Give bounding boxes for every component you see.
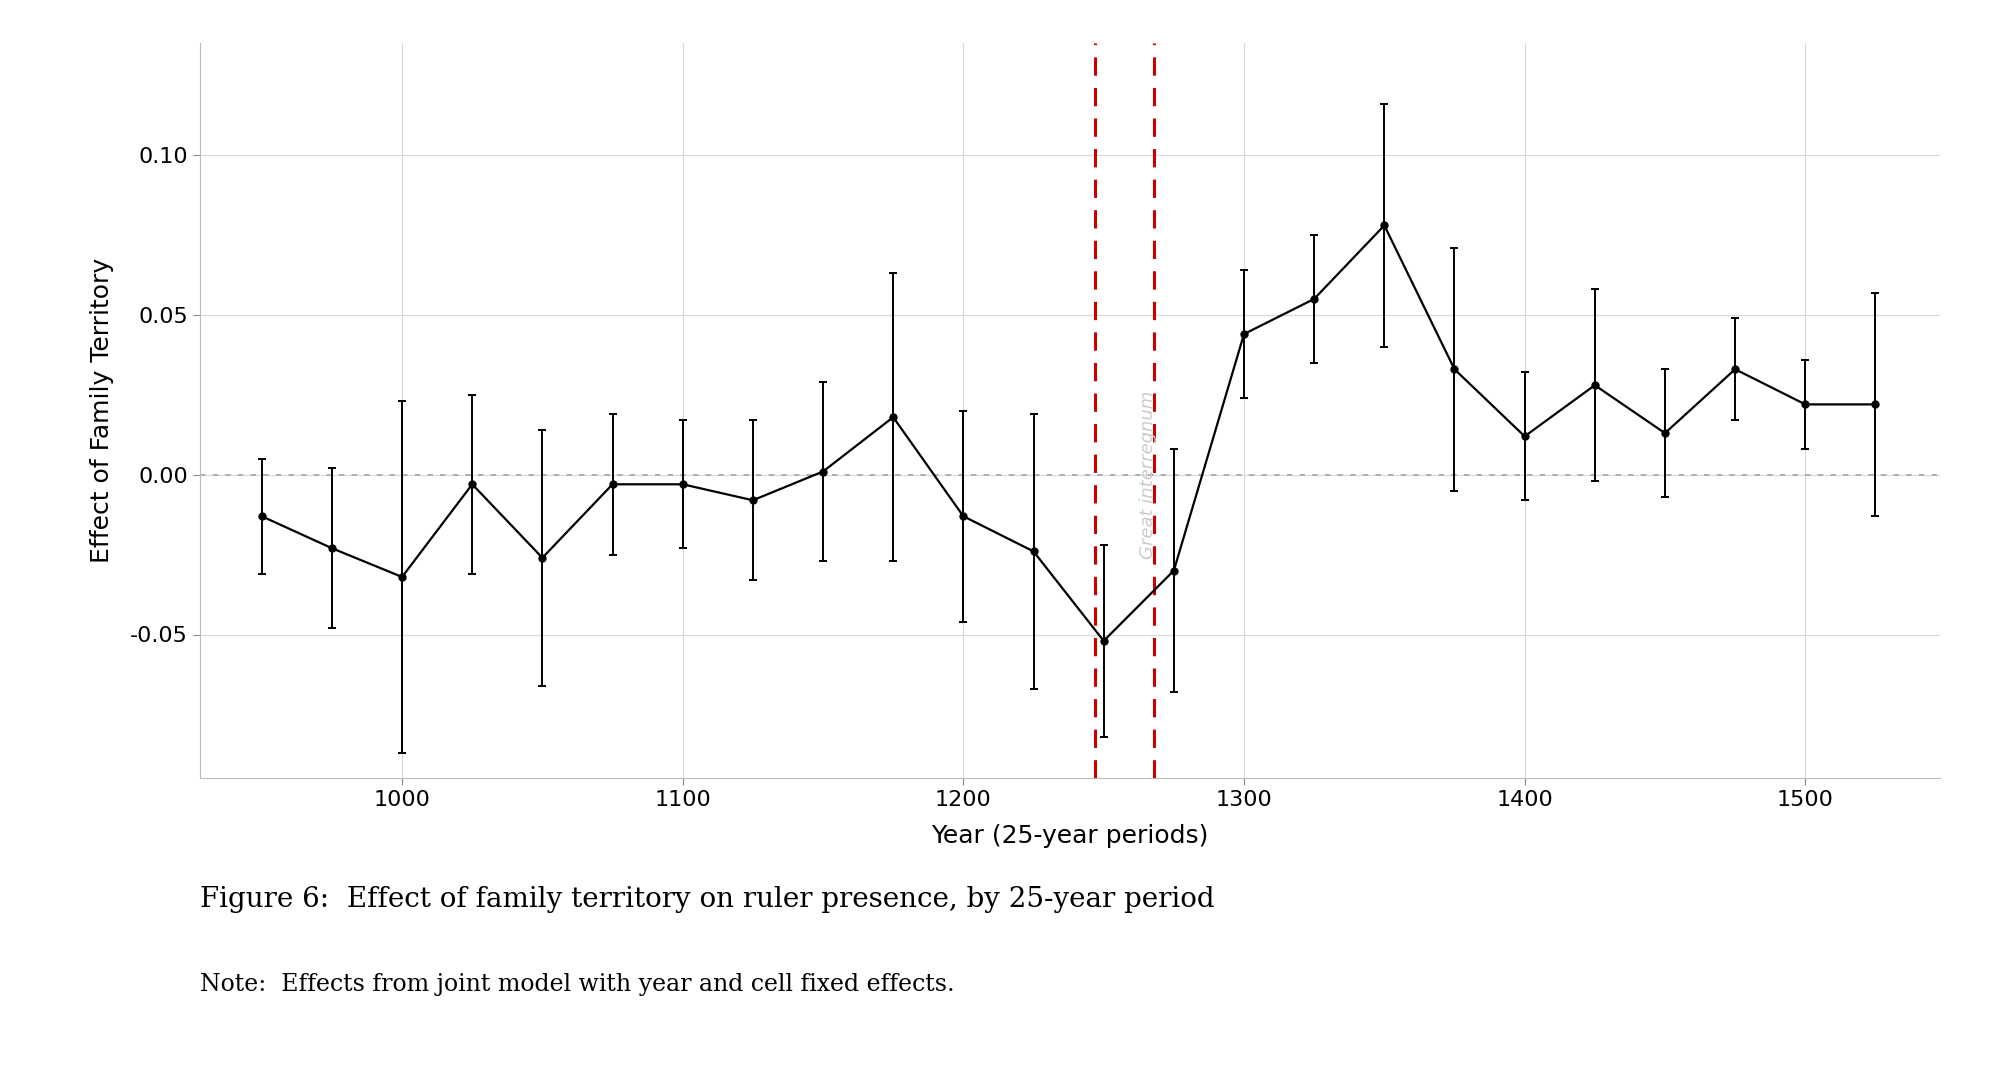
X-axis label: Year (25-year periods): Year (25-year periods)	[932, 824, 1208, 848]
Y-axis label: Effect of Family Territory: Effect of Family Territory	[90, 258, 114, 563]
Text: Figure 6:  Effect of family territory on ruler presence, by 25-year period: Figure 6: Effect of family territory on …	[200, 886, 1214, 913]
Text: Great interregnum: Great interregnum	[1138, 390, 1156, 559]
Text: Note:  Effects from joint model with year and cell fixed effects.: Note: Effects from joint model with year…	[200, 973, 954, 996]
